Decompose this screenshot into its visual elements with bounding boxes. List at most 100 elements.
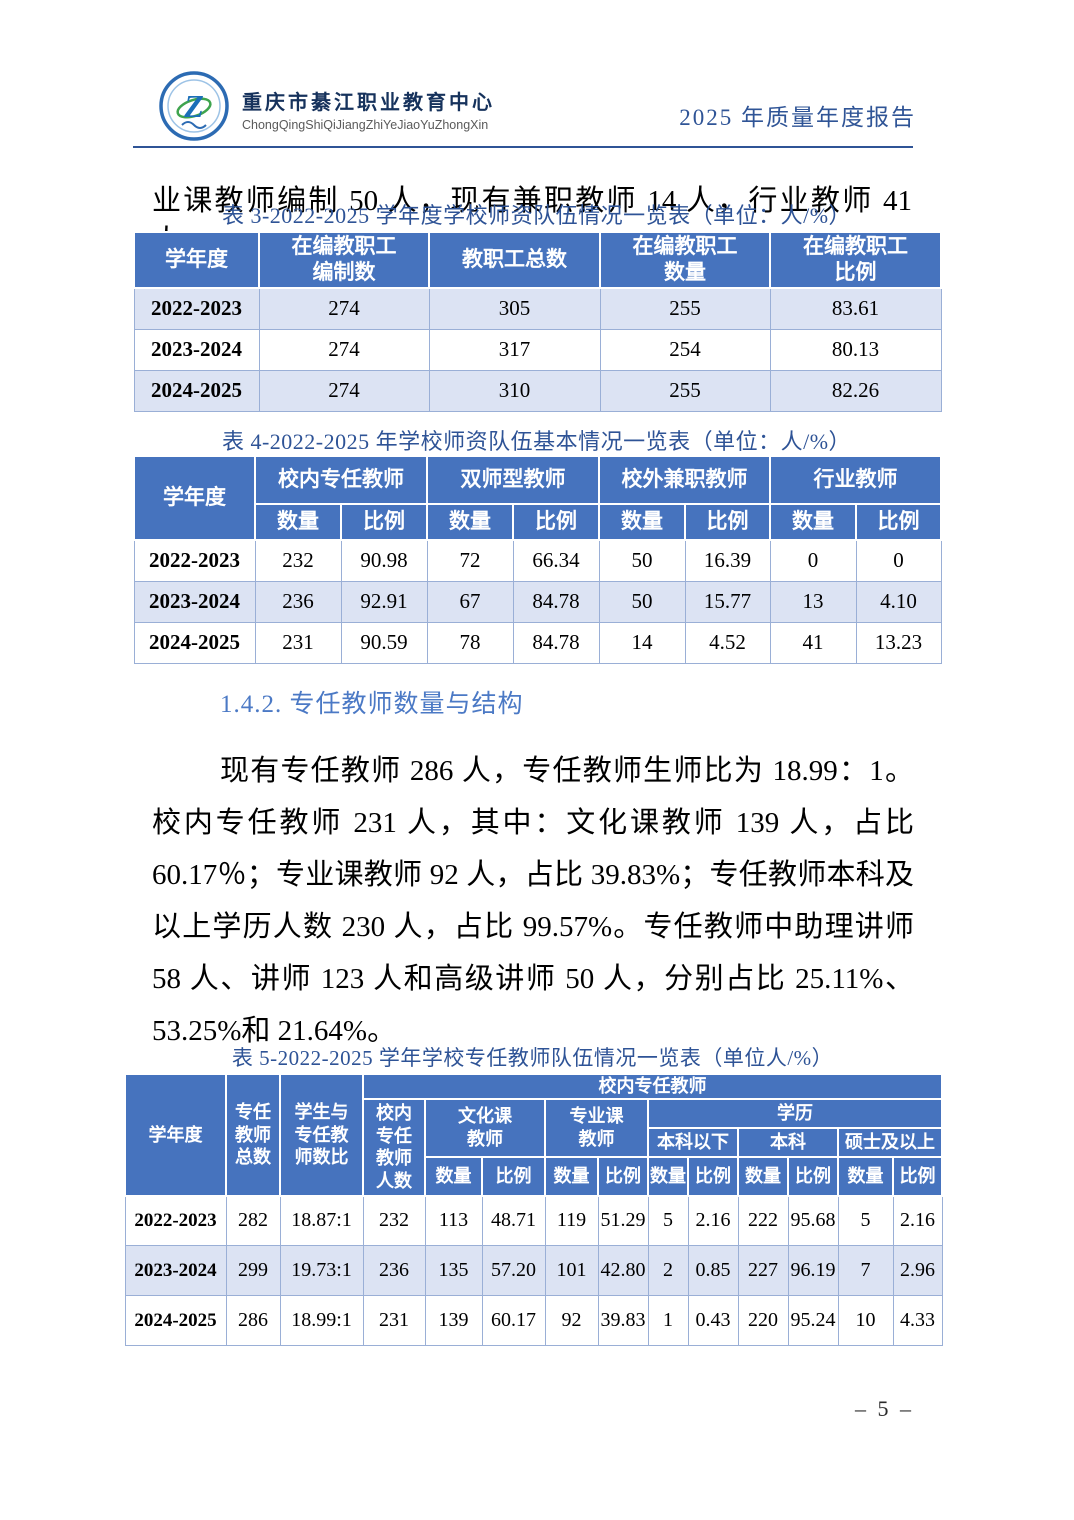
table-cell: 84.78 — [512, 621, 600, 664]
table-cell: 310 — [428, 369, 601, 412]
table-cell: 222 — [737, 1195, 789, 1246]
table-cell: 236 — [254, 580, 342, 623]
table-cell: 227 — [737, 1245, 789, 1296]
table-cell: 10 — [837, 1295, 894, 1346]
row-year: 2023-2024 — [133, 328, 260, 371]
column-group-header: 行业教师 — [769, 455, 942, 505]
table-cell: 299 — [225, 1245, 281, 1296]
row-year: 2023-2024 — [133, 580, 256, 623]
table4-staff-composition: 学年度 校内专任教师 双师型教师 校外兼职教师 行业教师 数量 比例 数量 比例… — [133, 455, 942, 664]
column-subheader: 比例 — [892, 1155, 943, 1197]
table-cell: 113 — [424, 1195, 483, 1246]
column-header: 在编教职工 数量 — [599, 231, 771, 289]
table-cell: 2.16 — [892, 1195, 943, 1246]
table-cell: 72 — [426, 539, 514, 582]
table-cell: 16.39 — [684, 539, 771, 582]
table3-staff-overview: 学年度 在编教职工 编制数 教职工总数 在编教职工 数量 在编教职工 比例 20… — [133, 231, 942, 412]
table-cell: 305 — [428, 287, 601, 330]
table-cell: 18.99:1 — [279, 1295, 364, 1346]
page-header: Z 重庆市綦江职业教育中心 ChongQingShiQiJiangZhiYeJi… — [158, 68, 916, 146]
table-cell: 66.34 — [512, 539, 600, 582]
column-header: 校内 专任 教师 人数 — [362, 1097, 426, 1197]
body-paragraph: 现有专任教师 286 人，专任教师生师比为 18.99：1。校内专任教师 231… — [152, 755, 914, 1047]
table-cell: 13.23 — [855, 621, 942, 664]
table5-header: 学年度 专任 教师 总数 学生与 专任教 师数比 校内专任教师 校内 专任 教师… — [124, 1073, 943, 1197]
table-cell: 220 — [737, 1295, 789, 1346]
table-cell: 0.43 — [687, 1295, 739, 1346]
table-cell: 255 — [599, 369, 771, 412]
table-row: 2023-2024 299 19.73:1 236 135 57.20 101 … — [124, 1245, 943, 1296]
table-row: 2023-2024 274 317 254 80.13 — [133, 328, 942, 371]
header-divider — [133, 146, 913, 148]
table-cell: 236 — [362, 1245, 426, 1296]
column-group-header: 校外兼职教师 — [598, 455, 771, 505]
row-year: 2023-2024 — [124, 1245, 227, 1296]
table-cell: 4.10 — [855, 580, 942, 623]
table-cell: 83.61 — [769, 287, 942, 330]
table-cell: 15.77 — [684, 580, 771, 623]
column-subheader: 比例 — [787, 1155, 839, 1197]
table-cell: 2.16 — [687, 1195, 739, 1246]
row-year: 2024-2025 — [124, 1295, 227, 1346]
table-row: 2024-2025 231 90.59 78 84.78 14 4.52 41 … — [133, 621, 942, 664]
column-subheader: 本科以下 — [647, 1126, 739, 1158]
table-cell: 255 — [599, 287, 771, 330]
table-cell: 286 — [225, 1295, 281, 1346]
table-cell: 231 — [254, 621, 342, 664]
table-cell: 96.19 — [787, 1245, 839, 1296]
column-subheader: 数量 — [254, 503, 342, 541]
table-cell: 60.17 — [481, 1295, 546, 1346]
table-row: 2022-2023 274 305 255 83.61 — [133, 287, 942, 330]
table-cell: 231 — [362, 1295, 426, 1346]
page-number: – 5 – — [855, 1396, 914, 1421]
column-subheader: 比例 — [340, 503, 428, 541]
table-cell: 80.13 — [769, 328, 942, 371]
column-subheader: 本科 — [737, 1126, 839, 1158]
table-row: 2023-2024 236 92.91 67 84.78 50 15.77 13… — [133, 580, 942, 623]
table-cell: 50 — [598, 580, 686, 623]
column-group-header: 学历 — [647, 1097, 943, 1129]
table-cell: 78 — [426, 621, 514, 664]
table5-fulltime-teachers: 学年度 专任 教师 总数 学生与 专任教 师数比 校内专任教师 校内 专任 教师… — [124, 1073, 943, 1346]
table-cell: 139 — [424, 1295, 483, 1346]
table-cell: 5 — [837, 1195, 894, 1246]
school-pinyin: ChongQingShiQiJiangZhiYeJiaoYuZhongXin — [242, 117, 489, 132]
table-cell: 13 — [769, 580, 857, 623]
row-year: 2024-2025 — [133, 369, 260, 412]
table-cell: 90.59 — [340, 621, 428, 664]
school-name: 重庆市綦江职业教育中心 — [242, 91, 495, 114]
table-cell: 84.78 — [512, 580, 600, 623]
report-title: 2025 年质量年度报告 — [679, 105, 916, 130]
column-header: 专任 教师 总数 — [225, 1073, 281, 1197]
table-cell: 232 — [254, 539, 342, 582]
row-year: 2022-2023 — [133, 287, 260, 330]
table-cell: 254 — [599, 328, 771, 371]
column-subheader: 比例 — [512, 503, 600, 541]
school-name-block: 重庆市綦江职业教育中心 ChongQingShiQiJiangZhiYeJiao… — [242, 86, 495, 132]
svg-text:Z: Z — [183, 88, 204, 124]
column-subheader: 数量 — [837, 1155, 894, 1197]
table-cell: 67 — [426, 580, 514, 623]
column-subheader: 硕士及以上 — [837, 1126, 943, 1158]
table-row: 2022-2023 232 90.98 72 66.34 50 16.39 0 … — [133, 539, 942, 582]
table-cell: 57.20 — [481, 1245, 546, 1296]
table-cell: 2 — [647, 1245, 689, 1296]
table5-title: 表 5-2022-2025 学年学校专任教师队伍情况一览表（单位人/%） — [231, 1046, 834, 1070]
table-cell: 1 — [647, 1295, 689, 1346]
table-cell: 135 — [424, 1245, 483, 1296]
section-heading: 1.4.2. 专任教师数量与结构 — [220, 691, 524, 718]
column-header: 在编教职工 比例 — [769, 231, 942, 289]
column-subheader: 比例 — [597, 1155, 649, 1197]
column-header: 在编教职工 编制数 — [258, 231, 430, 289]
column-group-header: 双师型教师 — [426, 455, 600, 505]
table-cell: 50 — [598, 539, 686, 582]
table-cell: 0 — [855, 539, 942, 582]
table-cell: 51.29 — [597, 1195, 649, 1246]
table-cell: 317 — [428, 328, 601, 371]
column-header: 学年度 — [133, 455, 256, 541]
column-header: 学年度 — [124, 1073, 227, 1197]
table-cell: 282 — [225, 1195, 281, 1246]
row-year: 2022-2023 — [124, 1195, 227, 1246]
table-cell: 101 — [544, 1245, 599, 1296]
table-cell: 119 — [544, 1195, 599, 1246]
